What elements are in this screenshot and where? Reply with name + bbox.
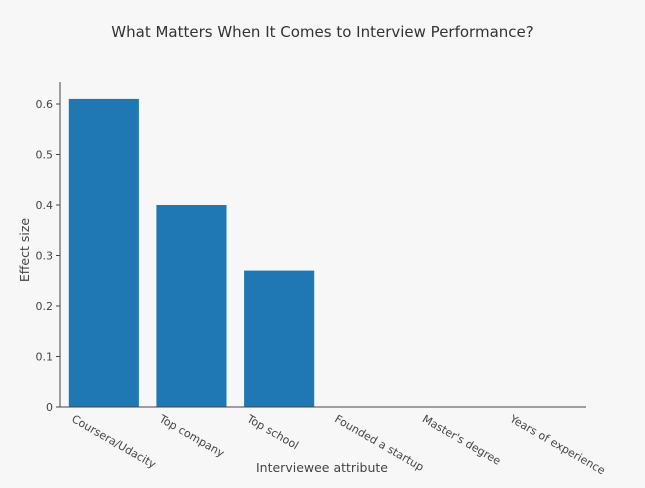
y-tick-label-6: 0.6 [36,98,54,111]
bars-group [68,98,315,408]
chart-title: What Matters When It Comes to Interview … [111,23,534,41]
bar-1 [156,205,227,407]
y-tick-label-5: 0.5 [36,149,54,162]
bar-2 [244,270,315,407]
y-tick-label-2: 0.2 [36,300,54,313]
x-tick-label-2: Top school [244,412,301,452]
y-axis-title: Effect size [17,218,32,282]
bar-0 [68,98,139,408]
x-tick-label-1: Top company [156,412,227,460]
y-tick-label-0: 0 [46,401,53,414]
x-axis-title: Interviewee attribute [256,460,388,475]
y-tick-label-1: 0.1 [36,351,54,364]
y-tick-label-4: 0.4 [36,199,54,212]
y-tick-label-3: 0.3 [36,250,54,263]
x-tick-label-0: Coursera/Udacity [69,412,158,471]
x-tick-label-5: Years of experience [507,412,608,478]
x-tick-label-4: Master's degree [420,412,503,468]
